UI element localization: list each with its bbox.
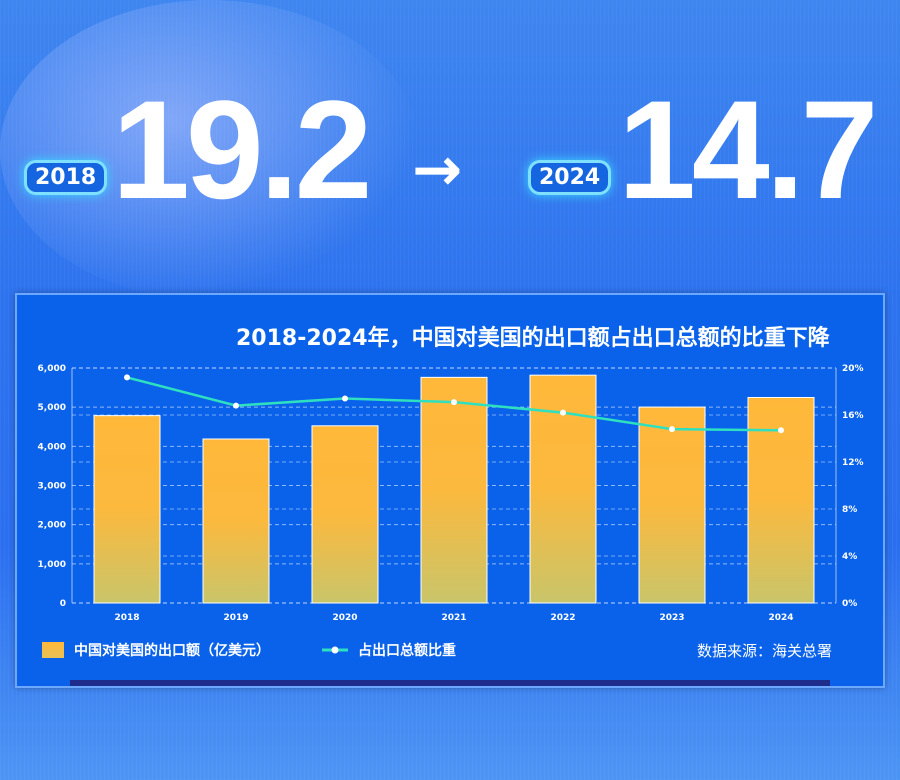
right-tick-label: 8%	[842, 505, 857, 515]
from-year-badge: 2018	[24, 160, 108, 195]
legend-line-swatch	[322, 646, 348, 654]
right-tick-label: 12%	[842, 458, 864, 468]
share-point-2022	[560, 409, 566, 416]
right-tick-label: 16%	[842, 411, 864, 421]
right-tick-label: 0%	[842, 599, 857, 609]
arrow-icon: →	[412, 135, 463, 205]
left-tick-label: 2,000	[38, 521, 66, 531]
bar-2021	[420, 376, 488, 604]
panel-bottom-bar	[70, 680, 830, 686]
legend-line: 占出口总额比重	[322, 640, 456, 660]
legend-bar-label: 中国对美国的出口额（亿美元）	[74, 643, 270, 659]
x-tick-label: 2020	[332, 613, 357, 623]
bar-2020	[311, 425, 379, 604]
legend-bar: 中国对美国的出口额（亿美元）	[42, 640, 270, 660]
left-tick-label: 5,000	[38, 403, 66, 413]
legend-bar-swatch	[42, 642, 64, 658]
left-tick-label: 1,000	[38, 560, 66, 570]
left-tick-label: 4,000	[38, 442, 66, 452]
right-tick-label: 20%	[842, 364, 864, 374]
share-point-2018	[124, 374, 130, 381]
x-tick-label: 2019	[223, 613, 248, 623]
background-glow	[0, 0, 420, 300]
share-point-2024	[778, 427, 784, 434]
left-tick-label: 3,000	[38, 482, 66, 492]
bar-2019	[202, 438, 270, 604]
x-tick-label: 2021	[441, 613, 466, 623]
x-tick-label: 2018	[114, 613, 139, 623]
x-tick-label: 2022	[550, 613, 575, 623]
legend-line-label: 占出口总额比重	[358, 643, 456, 659]
to-year-badge: 2024	[528, 160, 612, 195]
to-value: 14.7	[618, 71, 878, 228]
share-point-2019	[233, 402, 239, 409]
right-tick-label: 4%	[842, 552, 857, 562]
x-tick-label: 2024	[768, 613, 793, 623]
left-tick-label: 6,000	[38, 364, 66, 374]
chart-title: 2018-2024年，中国对美国的出口额占出口总额的比重下降	[236, 326, 830, 351]
share-point-2023	[669, 426, 675, 433]
bar-2023	[638, 406, 706, 604]
share-point-2020	[342, 395, 348, 402]
from-value: 19.2	[112, 71, 372, 228]
source-note: 数据来源：海关总署	[697, 642, 833, 660]
share-point-2021	[451, 399, 457, 406]
x-tick-label: 2023	[659, 613, 684, 623]
left-tick-label: 0	[60, 599, 66, 609]
bar-2018	[93, 415, 161, 604]
